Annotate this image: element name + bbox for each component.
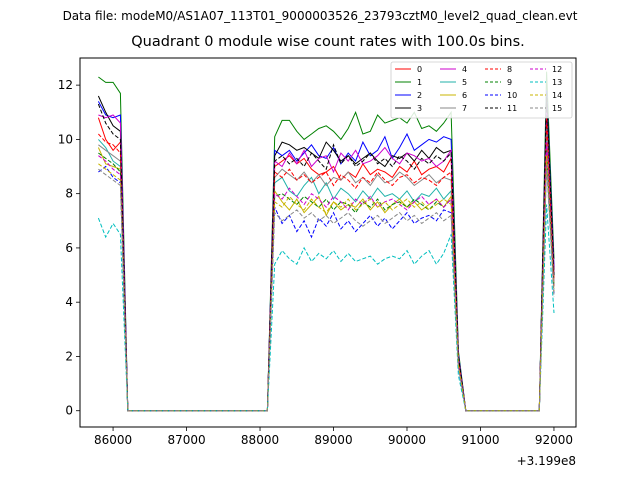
y-tick-label: 4 bbox=[65, 295, 73, 309]
legend-label-13: 13 bbox=[552, 78, 562, 87]
series-line-4 bbox=[98, 112, 555, 412]
y-axis: 0 2 4 6 8 10 12 bbox=[58, 78, 80, 418]
series-line-15 bbox=[98, 166, 555, 412]
y-tick-label: 12 bbox=[58, 78, 73, 92]
legend-label-12: 12 bbox=[552, 65, 562, 74]
legend-label-15: 15 bbox=[552, 104, 562, 113]
legend-label-0: 0 bbox=[417, 65, 422, 74]
series-line-10 bbox=[98, 161, 555, 412]
x-tick-label: 90000 bbox=[388, 433, 426, 447]
y-tick-label: 6 bbox=[65, 241, 73, 255]
legend-label-4: 4 bbox=[462, 65, 467, 74]
x-tick-label: 92000 bbox=[535, 433, 573, 447]
y-tick-label: 2 bbox=[65, 349, 73, 363]
series-line-14 bbox=[98, 155, 555, 412]
x-tick-label: 91000 bbox=[461, 433, 499, 447]
legend-label-9: 9 bbox=[507, 78, 512, 87]
x-offset-label: +3.199e8 bbox=[517, 454, 576, 468]
legend-label-3: 3 bbox=[417, 104, 422, 113]
chart-title: Quadrant 0 module wise count rates with … bbox=[131, 34, 525, 50]
series-line-5 bbox=[98, 133, 555, 412]
series-line-2 bbox=[97, 90, 555, 412]
series-line-8 bbox=[98, 117, 555, 412]
suptitle: Data file: modeM0/AS1A07_113T01_90000035… bbox=[62, 9, 578, 23]
legend-label-6: 6 bbox=[462, 91, 467, 100]
legend-label-10: 10 bbox=[507, 91, 517, 100]
legend-label-11: 11 bbox=[507, 104, 517, 113]
y-tick-label: 10 bbox=[58, 132, 73, 146]
legend-label-14: 14 bbox=[552, 91, 562, 100]
series-line-13 bbox=[97, 204, 555, 412]
legend-label-7: 7 bbox=[462, 104, 467, 113]
x-tick-label: 87000 bbox=[167, 433, 205, 447]
series-line-3 bbox=[97, 95, 555, 412]
series-line-1 bbox=[98, 71, 555, 412]
series-layer bbox=[97, 71, 555, 412]
legend-label-2: 2 bbox=[417, 91, 422, 100]
x-tick-label: 88000 bbox=[241, 433, 279, 447]
legend-box bbox=[390, 61, 573, 119]
x-tick-label: 86000 bbox=[94, 433, 132, 447]
series-line-9 bbox=[98, 150, 555, 412]
legend-label-1: 1 bbox=[417, 78, 422, 87]
axes-frame bbox=[79, 57, 577, 428]
series-line-11 bbox=[97, 93, 555, 412]
x-axis: 86000 87000 88000 89000 90000 91000 92000 bbox=[94, 427, 573, 447]
legend-label-8: 8 bbox=[507, 65, 512, 74]
y-tick-label: 0 bbox=[65, 404, 73, 418]
x-tick-label: 89000 bbox=[314, 433, 352, 447]
legend-label-5: 5 bbox=[462, 78, 467, 87]
y-tick-label: 8 bbox=[65, 187, 73, 201]
